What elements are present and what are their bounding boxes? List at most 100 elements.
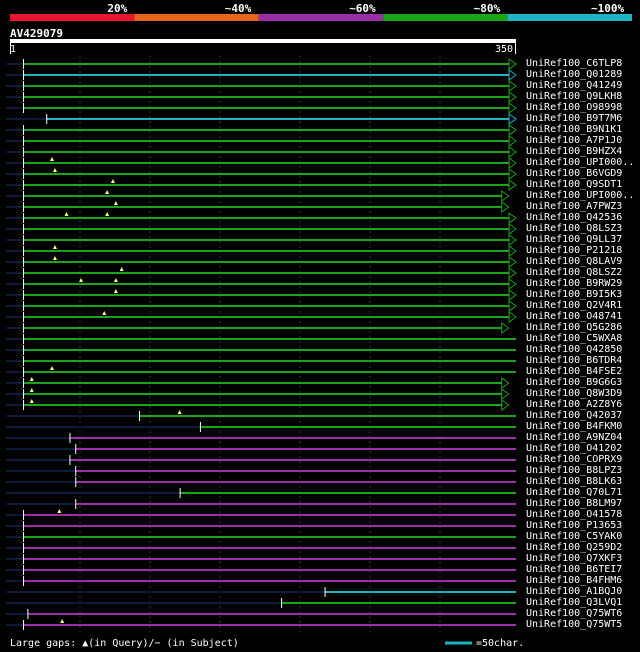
legend-label: ~40%	[224, 2, 252, 15]
query-gap-marker	[57, 509, 62, 513]
hit-label[interactable]: UniRef100_Q75WT6	[526, 608, 623, 619]
alignment-arrow	[508, 223, 517, 235]
query-gap-marker	[29, 399, 34, 403]
hit-label[interactable]: UniRef100_Q9LKH8	[526, 91, 623, 102]
alignment-arrow	[508, 69, 517, 81]
hit-label[interactable]: UniRef100_C6TLP8	[526, 58, 623, 69]
hit-label[interactable]: UniRef100_A7P1J0	[526, 135, 623, 146]
hit-label[interactable]: UniRef100_O98998	[526, 102, 623, 113]
hit-label[interactable]: UniRef100_A9NZ04	[526, 432, 623, 443]
query-gap-marker	[52, 256, 57, 260]
hit-label[interactable]: UniRef100_Q3LVQ1	[526, 597, 623, 608]
query-bar	[10, 39, 516, 43]
alignment-arrow	[508, 267, 517, 279]
hit-label[interactable]: UniRef100_O41578	[526, 509, 623, 520]
hit-label[interactable]: UniRef100_Q8LSZ2	[526, 267, 623, 278]
hit-label[interactable]: UniRef100_B9HZX4	[526, 146, 623, 157]
alignment-arrow	[508, 113, 517, 125]
hit-label[interactable]: UniRef100_Q42037	[526, 410, 623, 421]
hit-label[interactable]: UniRef100_B9T7M6	[526, 113, 623, 124]
alignment-arrow	[508, 245, 517, 257]
hit-label[interactable]: UniRef100_B9I5K3	[526, 289, 623, 300]
query-gap-marker	[29, 377, 34, 381]
alignment-arrow	[508, 234, 517, 246]
hit-label[interactable]: UniRef100_Q70L71	[526, 487, 623, 498]
hit-label[interactable]: UniRef100_Q42536	[526, 212, 623, 223]
legend-label: 20%	[107, 2, 128, 15]
hit-label[interactable]: UniRef100_Q259D2	[526, 542, 623, 553]
hit-label[interactable]: UniRef100_Q9SDT1	[526, 179, 623, 190]
hit-label[interactable]: UniRef100_B8LPZ3	[526, 465, 623, 476]
hit-label[interactable]: UniRef100_Q8W3D9	[526, 388, 623, 399]
query-gap-marker	[113, 289, 118, 293]
hit-label[interactable]: UniRef100_Q01289	[526, 69, 623, 80]
hit-label[interactable]: UniRef100_Q42850	[526, 344, 623, 355]
alignment-arrow	[508, 157, 517, 169]
hit-label[interactable]: UniRef100_O41202	[526, 443, 623, 454]
hit-label[interactable]: UniRef100_A2Z8Y6	[526, 399, 623, 410]
query-gap-marker	[119, 267, 124, 271]
query-gap-marker	[102, 311, 107, 315]
hit-label[interactable]: UniRef100_Q8LAV9	[526, 256, 623, 267]
hit-label[interactable]: UniRef100_B6TEI7	[526, 564, 623, 575]
hit-label[interactable]: UniRef100_C5YAK0	[526, 531, 623, 542]
ruler-start-label: 1	[10, 44, 17, 55]
alignment-arrow	[508, 124, 517, 136]
query-title: AV429079	[10, 27, 63, 40]
hit-label[interactable]: UniRef100_COPRX9	[526, 454, 623, 465]
hit-label[interactable]: UniRef100_B4FKM0	[526, 421, 623, 432]
hit-label[interactable]: UniRef100_P21218	[526, 245, 623, 256]
alignment-arrow	[508, 289, 517, 301]
query-gap-marker	[64, 212, 69, 216]
query-gap-marker	[110, 179, 115, 183]
hit-label[interactable]: UniRef100_B6TDR4	[526, 355, 623, 366]
alignment-arrow	[501, 377, 510, 389]
hit-label[interactable]: UniRef100_UPI000..	[526, 157, 635, 168]
query-gap-marker	[52, 245, 57, 249]
hit-label[interactable]: UniRef100_B4FSE2	[526, 366, 623, 377]
alignment-arrow	[508, 179, 517, 191]
query-gap-marker	[105, 190, 110, 194]
alignment-arrow	[508, 168, 517, 180]
query-gap-marker	[177, 410, 182, 414]
alignment-arrow	[501, 201, 510, 213]
query-gap-marker	[113, 278, 118, 282]
hit-label[interactable]: UniRef100_Q75WT5	[526, 619, 623, 630]
hit-label[interactable]: UniRef100_Q2V4R1	[526, 300, 623, 311]
hit-label[interactable]: UniRef100_Q8LSZ3	[526, 223, 623, 234]
alignment-arrow	[501, 322, 510, 334]
hit-label[interactable]: UniRef100_B9G6G3	[526, 377, 623, 388]
hit-label[interactable]: UniRef100_P13653	[526, 520, 623, 531]
hit-label[interactable]: UniRef100_B8LM97	[526, 498, 623, 509]
alignment-arrow	[501, 190, 510, 202]
hit-label[interactable]: UniRef100_Q5G286	[526, 322, 623, 333]
hit-label[interactable]: UniRef100_B8LK63	[526, 476, 623, 487]
hit-label[interactable]: UniRef100_UPI000..	[526, 190, 635, 201]
hit-label[interactable]: UniRef100_A7PWZ3	[526, 201, 623, 212]
hit-label[interactable]: UniRef100_Q7XKF3	[526, 553, 623, 564]
gaps-legend: Large gaps: ▲(in Query)/− (in Subject)	[10, 638, 239, 649]
query-gap-marker	[113, 201, 118, 205]
ruler-end-label: 350	[495, 44, 514, 55]
hit-label[interactable]: UniRef100_B4FHM6	[526, 575, 623, 586]
hit-label[interactable]: UniRef100_O48741	[526, 311, 623, 322]
hit-label[interactable]: UniRef100_B9N1K1	[526, 124, 623, 135]
hit-label[interactable]: UniRef100_A1BQJ0	[526, 586, 623, 597]
scale-note: =50char.	[476, 638, 525, 649]
alignment-arrow	[508, 300, 517, 312]
query-gap-marker	[29, 388, 34, 392]
hit-label[interactable]: UniRef100_Q41249	[526, 80, 623, 91]
legend-segment	[134, 14, 259, 21]
alignment-arrow	[508, 91, 517, 103]
alignment-arrow	[501, 399, 510, 411]
hit-label[interactable]: UniRef100_B9RW29	[526, 278, 623, 289]
query-gap-marker	[50, 157, 55, 161]
legend-label: ~60%	[349, 2, 376, 15]
alignment-arrow	[508, 256, 517, 268]
hit-label[interactable]: UniRef100_Q9LL37	[526, 234, 623, 245]
query-gap-marker	[79, 278, 84, 282]
hit-label[interactable]: UniRef100_C5WXA8	[526, 333, 623, 344]
hit-label[interactable]: UniRef100_B6VGD9	[526, 168, 623, 179]
